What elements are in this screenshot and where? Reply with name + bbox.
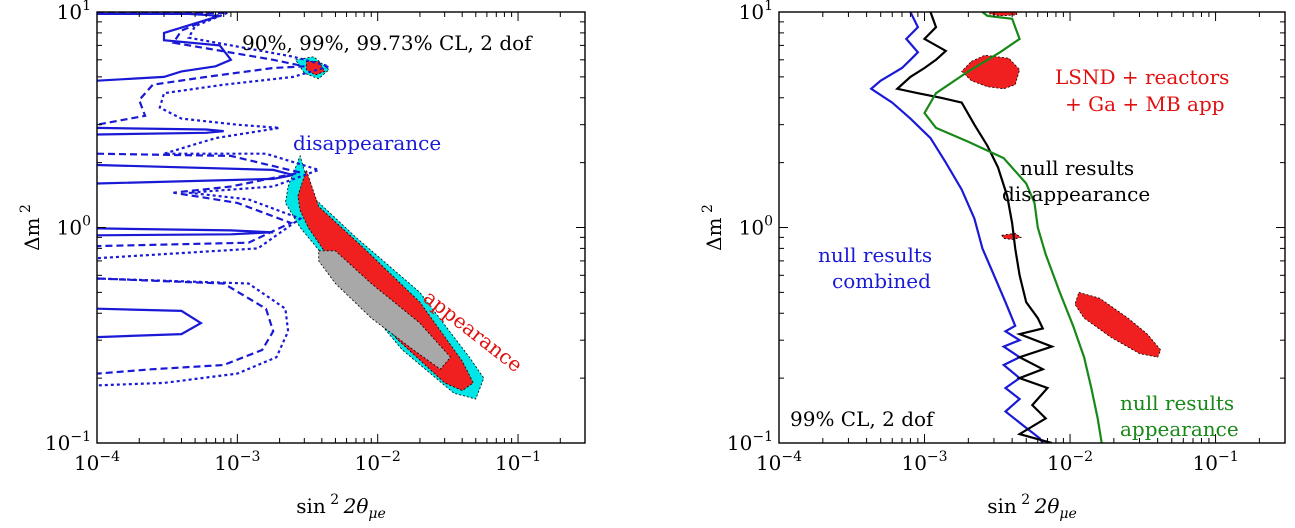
x-tick-base: 10 <box>1047 451 1072 475</box>
y-axis-label: Δm 2 <box>18 204 44 251</box>
x-tick-label: 10−4 <box>74 449 120 475</box>
x-tick-exp: −3 <box>240 449 261 465</box>
x-tick-exp: −1 <box>520 449 541 465</box>
y-axis-label: Δm 2 <box>700 204 726 251</box>
y-tick-base: 10 <box>57 216 82 240</box>
x-tick-base: 10 <box>495 451 520 475</box>
x-tick-label: 10−4 <box>756 449 802 475</box>
contour-disappearance-99b <box>97 152 301 248</box>
x-tick-base: 10 <box>74 451 99 475</box>
y-tick-base: 10 <box>739 216 764 240</box>
x-tick-base: 10 <box>901 451 926 475</box>
x-tick-exp: −4 <box>99 449 120 465</box>
x-tick-base: 10 <box>756 451 781 475</box>
plot-area <box>869 12 1162 443</box>
y-tick-base: 10 <box>727 431 752 455</box>
annotation-null-app-2: appearance <box>1120 417 1239 441</box>
annotation-cl: 90%, 99%, 99.73% CL, 2 dof <box>242 31 533 55</box>
y-tick-label: 10−1 <box>45 429 91 455</box>
region-lsnd-low <box>1074 291 1162 358</box>
x-tick-label: 10−3 <box>901 449 947 475</box>
contour-disappearance-99 <box>97 12 305 126</box>
y-tick-exp: 1 <box>82 0 91 14</box>
contour-disappearance-90b <box>97 126 224 136</box>
y-tick-base: 10 <box>45 431 70 455</box>
series-null-results-combined <box>869 12 1044 443</box>
annotation-lsnd-1: LSND + reactors <box>1055 65 1229 89</box>
region-lsnd-top <box>989 12 1018 17</box>
annotation-lsnd-2: + Ga + MB app <box>1065 92 1225 116</box>
x-tick-base: 10 <box>214 451 239 475</box>
y-tick-label: 101 <box>739 0 773 24</box>
x-tick-label: 10−2 <box>1047 449 1093 475</box>
x-tick-label: 10−1 <box>495 449 541 475</box>
x-tick-base: 10 <box>1193 451 1218 475</box>
series-null-results-disappearance <box>894 12 1056 443</box>
y-tick-exp: −1 <box>70 429 91 445</box>
annotation-disappearance: disappearance <box>293 131 441 155</box>
region-appearance-90 <box>318 250 452 370</box>
ticks <box>96 12 585 444</box>
y-tick-exp: 0 <box>764 214 773 230</box>
contour-disappearance-99.73 <box>97 12 334 260</box>
region-lsnd-main <box>961 54 1021 90</box>
contour-disappearance-90 <box>97 12 233 82</box>
y-tick-label: 101 <box>57 0 91 24</box>
annotation-null-dis-2: disappearance <box>1002 182 1150 206</box>
y-tick-label: 100 <box>739 214 773 240</box>
y-tick-base: 10 <box>739 0 764 24</box>
y-tick-exp: −1 <box>752 429 773 445</box>
x-axis-label: sin 2 2θμe <box>987 492 1077 522</box>
contour-disappearance-90c <box>97 163 294 185</box>
x-tick-label: 10−3 <box>214 449 260 475</box>
y-tick-exp: 1 <box>764 0 773 14</box>
plot-area <box>97 12 485 400</box>
x-tick-exp: −4 <box>781 449 802 465</box>
annotation-null-dis-1: null results <box>1020 156 1134 180</box>
x-tick-exp: −2 <box>1072 449 1093 465</box>
annotation-null-comb-2: combined <box>832 269 931 293</box>
y-tick-label: 10−1 <box>727 429 773 455</box>
x-tick-base: 10 <box>355 451 380 475</box>
contour-disappearance-99.73b <box>97 277 290 387</box>
region-lsnd-mid <box>1001 232 1022 240</box>
series-null-results-appearance <box>923 12 1103 443</box>
ticks <box>778 12 1285 444</box>
contour-disappearance-90e <box>97 307 204 339</box>
x-tick-exp: −1 <box>1218 449 1239 465</box>
y-tick-label: 100 <box>57 214 91 240</box>
annotation-null-comb-1: null results <box>818 243 932 267</box>
x-tick-label: 10−1 <box>1193 449 1239 475</box>
x-axis-label: sin 2 2θμe <box>296 492 386 522</box>
annotation-cl: 99% CL, 2 dof <box>790 407 935 431</box>
contour-disappearance-99c <box>97 277 275 375</box>
annotation-null-app-1: null results <box>1120 391 1234 415</box>
contour-disappearance-90d <box>97 227 274 237</box>
x-tick-exp: −2 <box>380 449 401 465</box>
x-tick-label: 10−2 <box>355 449 401 475</box>
y-tick-base: 10 <box>57 0 82 24</box>
y-tick-exp: 0 <box>82 214 91 230</box>
x-tick-exp: −3 <box>927 449 948 465</box>
